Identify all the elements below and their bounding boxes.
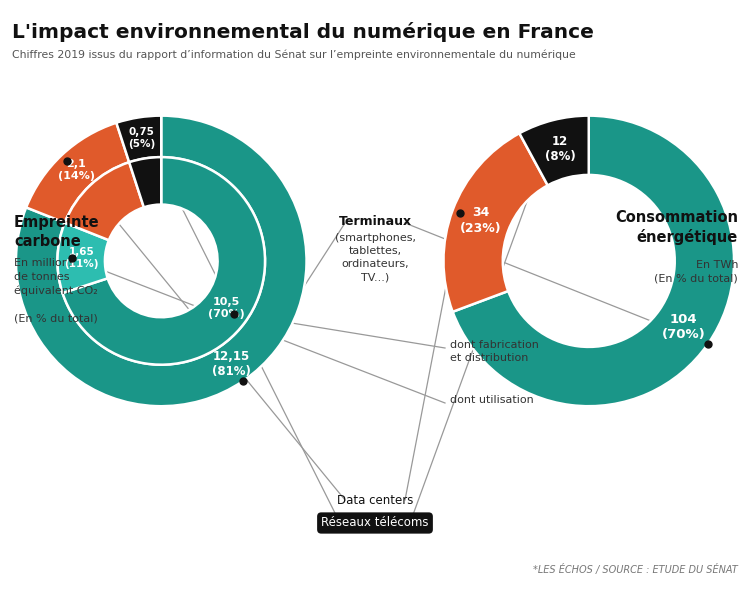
Text: *LES ÉCHOS / SOURCE : ETUDE DU SÉNAT: *LES ÉCHOS / SOURCE : ETUDE DU SÉNAT [533, 564, 738, 575]
Wedge shape [116, 116, 161, 162]
Wedge shape [58, 223, 109, 293]
Text: 2,1
(14%): 2,1 (14%) [58, 159, 94, 181]
Wedge shape [16, 116, 307, 406]
Text: 1,65
(11%): 1,65 (11%) [64, 247, 98, 269]
Wedge shape [453, 116, 734, 406]
Text: 10,5
(70%): 10,5 (70%) [208, 297, 245, 319]
Text: 34
(23%): 34 (23%) [460, 206, 501, 235]
Text: dont utilisation: dont utilisation [450, 395, 534, 405]
Text: Data centers: Data centers [337, 493, 413, 506]
Text: 12,15
(81%): 12,15 (81%) [211, 350, 250, 378]
Text: Réseaux télécoms: Réseaux télécoms [321, 517, 429, 530]
Text: dont fabrication
et distribution: dont fabrication et distribution [450, 340, 538, 363]
Wedge shape [62, 157, 265, 365]
Text: 104
(70%): 104 (70%) [662, 313, 706, 341]
Text: Chiffres 2019 issus du rapport d’information du Sénat sur l’empreinte environnem: Chiffres 2019 issus du rapport d’informa… [12, 50, 576, 60]
Wedge shape [443, 133, 548, 312]
Wedge shape [64, 162, 144, 240]
Text: 0,75
(5%): 0,75 (5%) [128, 127, 155, 149]
Text: L'impact environnemental du numérique en France: L'impact environnemental du numérique en… [12, 22, 594, 42]
Wedge shape [129, 157, 161, 208]
Text: (smartphones,
tablettes,
ordinateurs,
TV...): (smartphones, tablettes, ordinateurs, TV… [334, 233, 416, 283]
Text: Empreinte
carbone: Empreinte carbone [14, 215, 100, 248]
Text: Terminaux: Terminaux [338, 215, 412, 228]
Wedge shape [520, 116, 589, 186]
Text: En TWh
(En % du total): En TWh (En % du total) [654, 260, 738, 283]
Text: En millions
de tonnes
équivalent CO₂

(En % du total): En millions de tonnes équivalent CO₂ (En… [14, 258, 98, 323]
Wedge shape [26, 123, 129, 223]
Text: Consommation
énergétique: Consommation énergétique [615, 210, 738, 245]
Text: 12
(8%): 12 (8%) [545, 135, 576, 163]
